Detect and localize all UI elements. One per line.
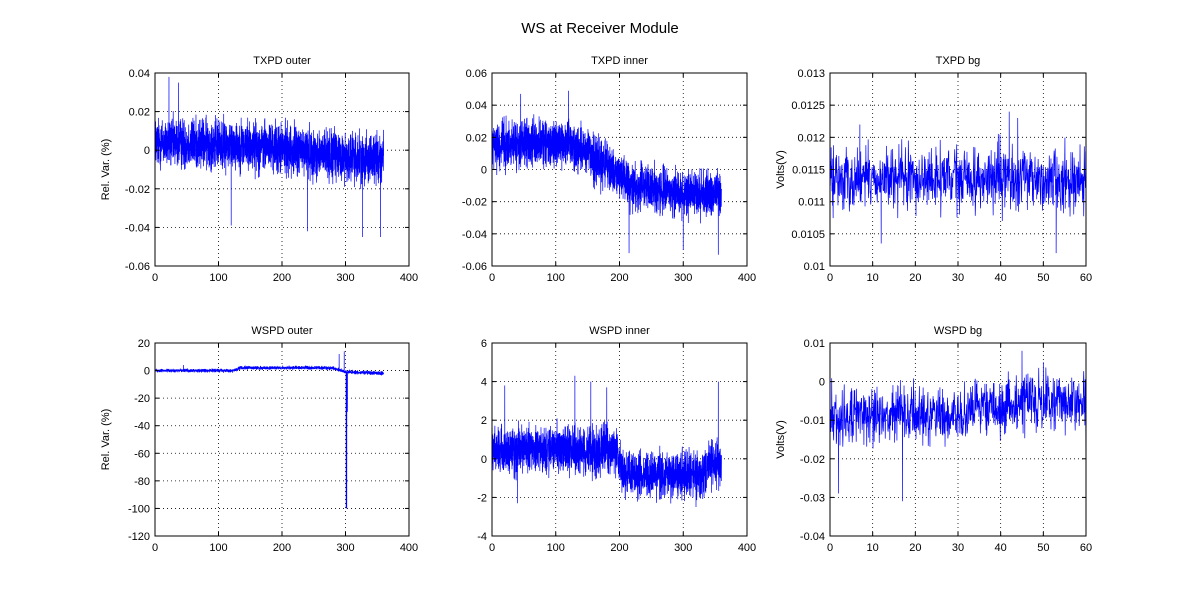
subplot-title: TXPD bg bbox=[936, 55, 981, 67]
y-tick-label: 0.04 bbox=[466, 100, 487, 112]
x-tick-label: 10 bbox=[867, 542, 879, 554]
subplot-title: TXPD inner bbox=[591, 55, 648, 67]
x-tick-label: 100 bbox=[209, 542, 227, 554]
y-axis-label: Rel. Var. (%) bbox=[100, 139, 112, 201]
y-tick-label: 6 bbox=[481, 338, 487, 350]
subplot-title: WSPD inner bbox=[589, 325, 650, 337]
y-tick-label: 0.011 bbox=[798, 197, 825, 209]
y-tick-label: -80 bbox=[134, 476, 150, 488]
x-tick-label: 400 bbox=[400, 272, 418, 284]
x-tick-label: 400 bbox=[400, 542, 418, 554]
subplot-wspd-bg: 0 10 20 30 40 50 60 -0.04 -0.03 -0.02 -0.01 0 0.01 WS… bbox=[775, 325, 1092, 554]
x-tick-label: 0 bbox=[489, 542, 495, 554]
series-line-wspd-bg bbox=[829, 350, 1087, 502]
y-tick-label: 2 bbox=[481, 415, 487, 427]
x-tick-label: 40 bbox=[995, 542, 1007, 554]
subplot-wspd-outer: 0 100 200 300 400 -120 -100 -80 -60 -40 -20 0 20 WSPD… bbox=[100, 325, 418, 554]
y-tick-label: 0.0115 bbox=[792, 165, 825, 177]
y-axis-label: Volts(V) bbox=[775, 420, 787, 459]
y-tick-label: -0.02 bbox=[125, 184, 150, 196]
x-tick-label: 30 bbox=[952, 272, 964, 284]
x-tick-label: 0 bbox=[152, 542, 158, 554]
x-tick-label: 200 bbox=[610, 542, 628, 554]
y-tick-label: 0.012 bbox=[797, 132, 825, 144]
x-tick-label: 50 bbox=[1037, 272, 1049, 284]
y-tick-label: -0.06 bbox=[462, 261, 487, 273]
x-tick-label: 0 bbox=[152, 272, 158, 284]
series-line-wspd-outer bbox=[154, 351, 384, 509]
x-tick-label: 40 bbox=[995, 272, 1007, 284]
y-tick-label: 0.01 bbox=[804, 338, 825, 350]
subplot-title: WSPD bg bbox=[934, 325, 982, 337]
y-tick-label: -4 bbox=[477, 531, 487, 543]
y-tick-label: 0.0125 bbox=[791, 100, 825, 112]
subplot-wspd-inner: 0 100 200 300 400 -4 -2 0 2 4 6 WSPD inner bbox=[477, 325, 756, 554]
y-tick-label: -40 bbox=[134, 421, 150, 433]
x-tick-label: 20 bbox=[909, 542, 921, 554]
figure-title: WS at Receiver Module bbox=[521, 20, 679, 37]
x-tick-label: 200 bbox=[273, 272, 291, 284]
series-line-wspd-inner bbox=[491, 375, 722, 508]
x-tick-label: 300 bbox=[674, 272, 692, 284]
y-tick-label: -0.02 bbox=[800, 454, 825, 466]
x-tick-label: 0 bbox=[489, 272, 495, 284]
x-tick-label: 200 bbox=[273, 542, 291, 554]
y-tick-label: 0 bbox=[819, 377, 825, 389]
y-tick-label: 0 bbox=[481, 165, 487, 177]
x-tick-label: 400 bbox=[738, 272, 756, 284]
y-tick-label: 4 bbox=[481, 377, 487, 389]
y-axis-label: Volts(V) bbox=[775, 150, 787, 189]
y-tick-label: 0.02 bbox=[466, 132, 487, 144]
y-tick-label: -120 bbox=[128, 531, 150, 543]
x-tick-label: 100 bbox=[547, 542, 565, 554]
y-tick-label: 0.06 bbox=[466, 68, 487, 80]
x-tick-label: 60 bbox=[1080, 272, 1092, 284]
y-axis-label: Rel. Var. (%) bbox=[100, 409, 112, 471]
x-tick-label: 0 bbox=[827, 542, 833, 554]
x-tick-label: 100 bbox=[209, 272, 227, 284]
y-tick-label: 0.013 bbox=[797, 68, 825, 80]
y-tick-label: -100 bbox=[128, 503, 150, 515]
y-tick-label: -60 bbox=[134, 448, 150, 460]
subplot-title: WSPD outer bbox=[251, 325, 312, 337]
x-tick-label: 30 bbox=[952, 542, 964, 554]
y-tick-label: -0.01 bbox=[800, 415, 825, 427]
y-tick-label: 0 bbox=[481, 454, 487, 466]
y-tick-label: 20 bbox=[138, 338, 150, 350]
series-line-txpd-bg bbox=[829, 111, 1087, 254]
y-tick-label: -0.04 bbox=[125, 222, 150, 234]
subplot-txpd-bg: 0 10 20 30 40 50 60 0.01 0.0105 0.011 0.0115 0.012 0… bbox=[775, 55, 1092, 284]
x-tick-label: 400 bbox=[738, 542, 756, 554]
x-tick-label: 50 bbox=[1037, 542, 1049, 554]
y-tick-label: 0 bbox=[144, 366, 150, 378]
x-tick-label: 200 bbox=[610, 272, 628, 284]
y-tick-label: -0.03 bbox=[800, 492, 825, 504]
y-tick-label: -2 bbox=[477, 492, 487, 504]
y-tick-label: 0 bbox=[144, 145, 150, 157]
y-tick-label: 0.0105 bbox=[791, 229, 825, 241]
x-tick-label: 10 bbox=[867, 272, 879, 284]
x-tick-label: 300 bbox=[336, 542, 354, 554]
x-tick-label: 20 bbox=[909, 272, 921, 284]
y-tick-label: 0.04 bbox=[129, 68, 150, 80]
y-tick-label: -20 bbox=[134, 393, 150, 405]
x-tick-label: 100 bbox=[547, 272, 565, 284]
x-tick-label: 300 bbox=[336, 272, 354, 284]
y-tick-label: -0.02 bbox=[462, 197, 487, 209]
y-tick-label: -0.04 bbox=[462, 229, 487, 241]
subplot-txpd-inner: 0 100 200 300 400 -0.06 -0.04 -0.02 0 0.02 0.04 0.0… bbox=[462, 55, 756, 284]
y-tick-label: 0.02 bbox=[129, 107, 150, 119]
series-line-txpd-inner bbox=[491, 90, 722, 255]
x-tick-label: 60 bbox=[1080, 542, 1092, 554]
subplot-title: TXPD outer bbox=[253, 55, 311, 67]
y-tick-label: -0.06 bbox=[125, 261, 150, 273]
y-tick-label: -0.04 bbox=[800, 531, 825, 543]
y-tick-label: 0.01 bbox=[804, 261, 825, 273]
subplot-txpd-outer: 0 100 200 300 400 -0.06 -0.04 -0.02 0 0.02 0.04 TXP… bbox=[100, 55, 418, 284]
x-tick-label: 0 bbox=[827, 272, 833, 284]
x-tick-label: 300 bbox=[674, 542, 692, 554]
series-line-txpd-outer bbox=[154, 76, 384, 238]
